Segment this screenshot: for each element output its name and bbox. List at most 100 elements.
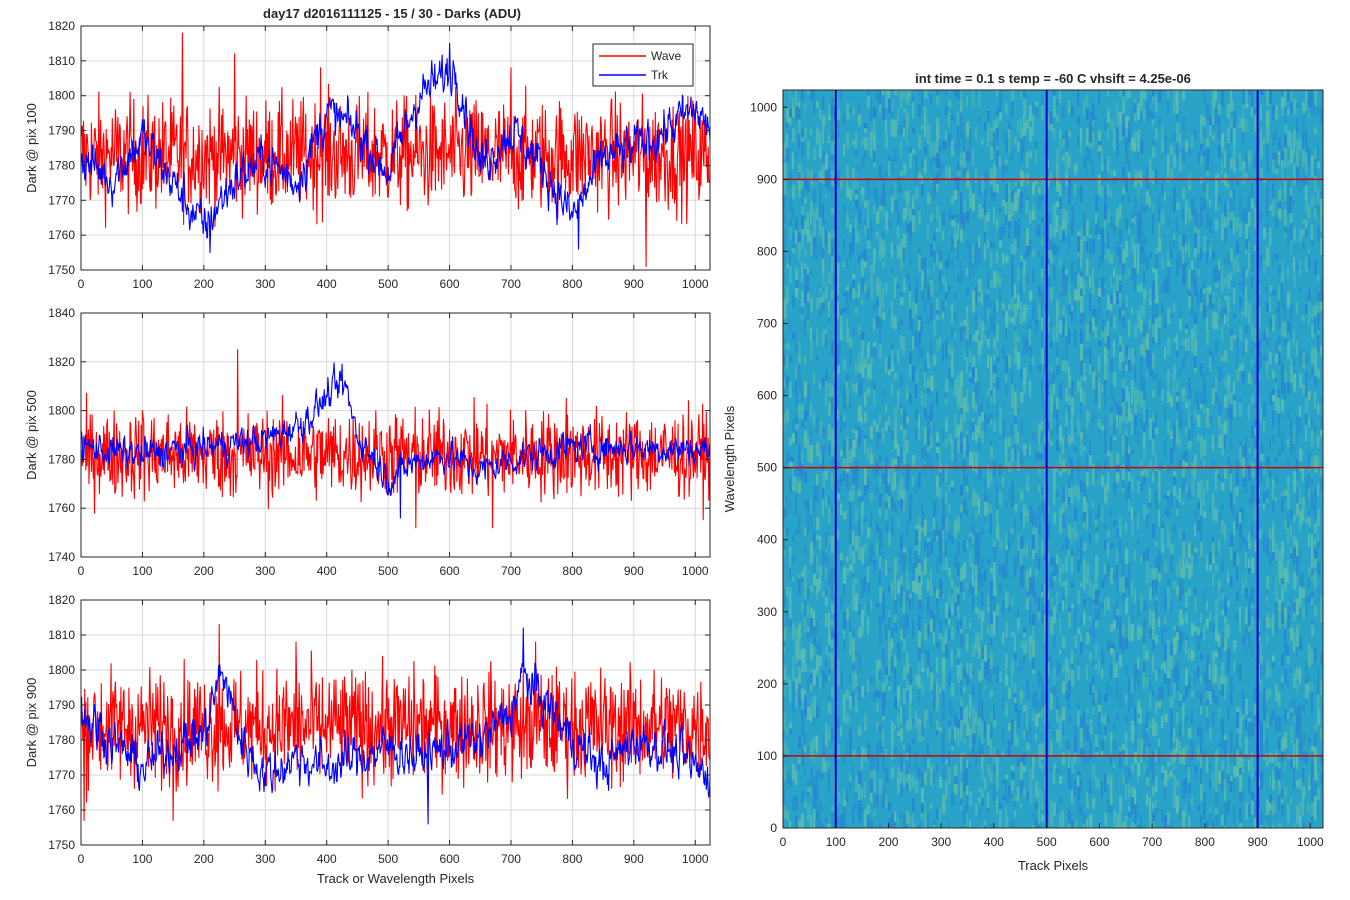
- y-tick-label: 1780: [48, 158, 75, 172]
- y-tick-label: 1840: [48, 306, 75, 320]
- x-tick-label: 1000: [682, 564, 709, 578]
- x-tick-label: 900: [624, 564, 644, 578]
- x-tick-label: 100: [826, 835, 846, 849]
- x-tick-label: 1000: [1297, 835, 1324, 849]
- image-noise-texture: [783, 90, 1324, 828]
- series-trk-line: [80, 42, 711, 254]
- x-tick-label: 700: [501, 277, 521, 291]
- x-tick-label: 800: [562, 852, 582, 866]
- x-tick-label: 600: [440, 564, 460, 578]
- x-tick-label: 300: [931, 835, 951, 849]
- x-tick-label: 800: [562, 277, 582, 291]
- y-tick-label: 1800: [48, 89, 75, 103]
- y-tick-label: 1810: [48, 54, 75, 68]
- y-tick-label: 1000: [750, 100, 777, 114]
- x-tick-label: 400: [317, 277, 337, 291]
- x-tick-label: 200: [194, 277, 214, 291]
- y-tick-label: 1810: [48, 628, 75, 642]
- x-tick-label: 300: [255, 564, 275, 578]
- legend-box: [592, 43, 694, 87]
- x-tick-label: 900: [624, 277, 644, 291]
- x-tick-label: 900: [1248, 835, 1268, 849]
- x-tick-label: 200: [878, 835, 898, 849]
- x-tick-label: 100: [132, 277, 152, 291]
- y-axis-label: Dark @ pix 500: [24, 390, 39, 480]
- series-wave-line: [80, 623, 711, 822]
- image-title: int time = 0.1 s temp = -60 C vhsift = 4…: [915, 71, 1191, 86]
- series-trk-line: [80, 627, 711, 825]
- x-tick-label: 700: [501, 564, 521, 578]
- y-tick-label: 600: [757, 389, 777, 403]
- x-tick-label: 1000: [682, 852, 709, 866]
- series-wave-line: [80, 32, 711, 268]
- x-tick-label: 500: [378, 564, 398, 578]
- x-tick-label: 1000: [682, 277, 709, 291]
- y-tick-label: 1760: [48, 803, 75, 817]
- y-tick-label: 1770: [48, 768, 75, 782]
- y-tick-label: 1790: [48, 698, 75, 712]
- legend: Wave Trk: [592, 43, 694, 87]
- y-axis-label: Wavelength Pixels: [722, 405, 737, 512]
- figure-title: day17 d2016111125 - 15 / 30 - Darks (ADU…: [263, 6, 521, 21]
- y-tick-label: 100: [757, 749, 777, 763]
- y-tick-label: 1750: [48, 263, 75, 277]
- y-axis-label: Dark @ pix 900: [24, 678, 39, 768]
- y-tick-label: 500: [757, 461, 777, 475]
- x-tick-label: 500: [378, 852, 398, 866]
- y-tick-label: 0: [770, 821, 777, 835]
- y-tick-label: 900: [757, 172, 777, 186]
- dark-frame-image-panel: int time = 0.1 s temp = -60 C vhsift = 4…: [722, 71, 1324, 873]
- dark-pix500-panel: 0 100 200 300 400 500 600 700 800 900 1000 1740 1760…: [24, 306, 711, 578]
- y-tick-label: 1800: [48, 663, 75, 677]
- x-tick-label: 800: [562, 564, 582, 578]
- y-tick-label: 1820: [48, 593, 75, 607]
- y-tick-label: 400: [757, 533, 777, 547]
- x-tick-label: 400: [317, 852, 337, 866]
- y-tick-label: 200: [757, 677, 777, 691]
- y-tick-label: 1760: [48, 228, 75, 242]
- x-tick-label: 700: [1142, 835, 1162, 849]
- x-axis-label: Track Pixels: [1018, 858, 1089, 873]
- x-tick-label: 0: [78, 277, 85, 291]
- axes-frame: [80, 312, 711, 558]
- x-tick-label: 800: [1195, 835, 1215, 849]
- y-tick-label: 300: [757, 605, 777, 619]
- x-tick-label: 500: [1037, 835, 1057, 849]
- x-tick-label: 0: [78, 852, 85, 866]
- x-tick-label: 400: [317, 564, 337, 578]
- y-tick-label: 700: [757, 317, 777, 331]
- x-tick-label: 300: [255, 852, 275, 866]
- axes-frame: [80, 25, 711, 271]
- x-tick-label: 0: [780, 835, 787, 849]
- y-tick-label: 1740: [48, 550, 75, 564]
- x-tick-label: 400: [984, 835, 1004, 849]
- y-tick-label: 1750: [48, 838, 75, 852]
- x-tick-label: 600: [1089, 835, 1109, 849]
- y-tick-label: 1760: [48, 501, 75, 515]
- x-tick-label: 900: [624, 852, 644, 866]
- y-tick-label: 1780: [48, 452, 75, 466]
- x-axis-label: Track or Wavelength Pixels: [317, 871, 475, 886]
- y-tick-label: 800: [757, 244, 777, 258]
- x-tick-label: 600: [440, 852, 460, 866]
- dark-pix900-panel: 0 100 200 300 400 500 600 700 800 900 1000 1750 1760…: [24, 593, 711, 886]
- x-tick-label: 100: [132, 852, 152, 866]
- y-tick-label: 1790: [48, 124, 75, 138]
- x-tick-label: 200: [194, 852, 214, 866]
- x-tick-label: 300: [255, 277, 275, 291]
- y-tick-label: 1780: [48, 733, 75, 747]
- image-axes-frame: [782, 89, 1324, 829]
- legend-trk-label: Trk: [651, 68, 669, 82]
- y-axis-label: Dark @ pix 100: [24, 103, 39, 193]
- series-trk-line: [80, 362, 711, 519]
- x-tick-label: 600: [440, 277, 460, 291]
- x-tick-label: 0: [78, 564, 85, 578]
- x-tick-label: 100: [132, 564, 152, 578]
- x-tick-label: 700: [501, 852, 521, 866]
- legend-wave-label: Wave: [651, 49, 682, 63]
- axes-frame: [80, 599, 711, 846]
- y-tick-label: 1770: [48, 193, 75, 207]
- y-tick-label: 1820: [48, 19, 75, 33]
- x-tick-label: 200: [194, 564, 214, 578]
